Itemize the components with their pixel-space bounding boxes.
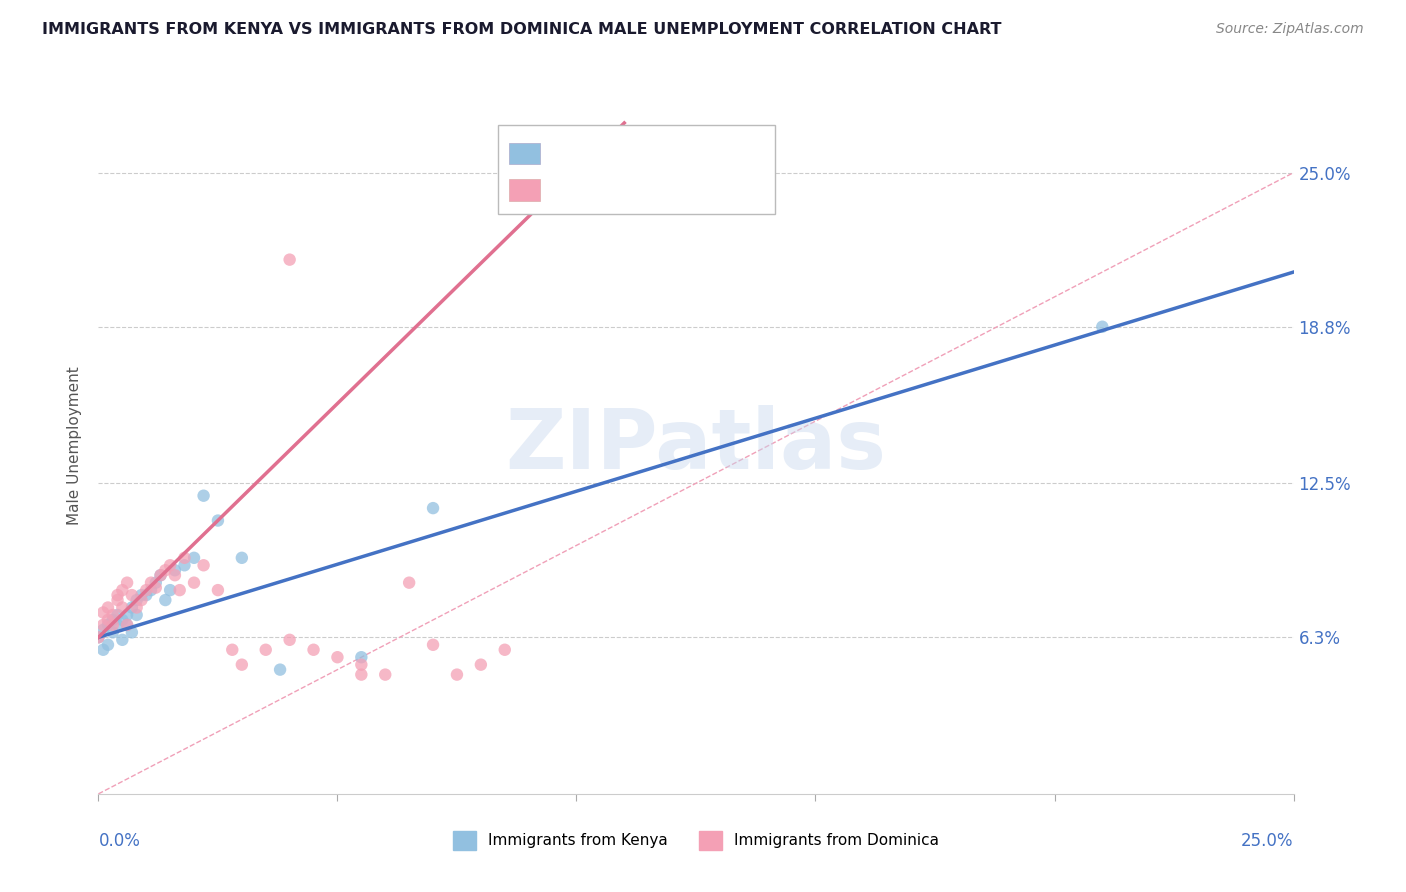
Point [125,593,148,607]
Point [149,568,172,582]
Point [350,650,373,665]
Point [131,588,153,602]
Point [254,642,277,657]
Point [155,563,177,577]
Point [107,607,129,622]
Point [101,618,124,632]
Point [111,613,134,627]
Text: R =: R = [546,180,582,198]
Point [350,657,373,672]
Point [101,607,124,622]
Point [125,607,148,622]
Point [121,600,143,615]
Point [350,667,373,681]
Point [115,607,138,622]
Point [107,618,129,632]
Point [139,575,162,590]
Point [398,575,420,590]
Point [494,642,516,657]
Point [101,625,124,640]
Point [91,642,114,657]
Point [173,558,195,573]
Point [207,514,229,528]
Point [183,550,205,565]
Text: Source: ZipAtlas.com: Source: ZipAtlas.com [1216,22,1364,37]
Point [422,501,444,516]
Point [269,663,291,677]
Point [121,588,143,602]
Point [193,558,215,573]
Text: 0.500: 0.500 [585,180,633,198]
Text: 43: 43 [693,180,714,198]
Point [422,638,444,652]
Point [91,623,114,637]
Point [135,583,157,598]
Text: 0.0%: 0.0% [98,832,141,850]
Point [159,558,181,573]
Point [101,613,124,627]
Point [145,575,167,590]
Point [97,600,120,615]
Point [221,642,243,657]
Point [97,618,120,632]
Point [115,618,138,632]
Text: ZIPatlas: ZIPatlas [506,406,886,486]
Point [446,667,468,681]
Point [163,568,186,582]
Point [231,550,253,565]
Point [169,583,191,598]
Text: R =: R = [546,144,582,161]
Point [159,583,181,598]
Point [173,550,195,565]
Y-axis label: Male Unemployment: Male Unemployment [67,367,83,525]
Point [97,613,120,627]
Point [111,583,134,598]
Point [278,252,301,267]
Text: N =: N = [644,144,692,161]
Point [135,588,157,602]
Text: 0.696: 0.696 [585,144,633,161]
Point [1091,319,1114,334]
Point [97,638,120,652]
Point [111,600,134,615]
Point [115,618,138,632]
Point [149,568,172,582]
Point [91,606,114,620]
Point [470,657,492,672]
Point [87,630,110,644]
Point [131,593,153,607]
Point [107,593,129,607]
Text: 34: 34 [693,144,714,161]
Point [125,600,148,615]
Point [278,632,301,647]
Point [193,489,215,503]
Point [91,618,114,632]
Point [115,575,138,590]
Point [163,563,186,577]
Text: IMMIGRANTS FROM KENYA VS IMMIGRANTS FROM DOMINICA MALE UNEMPLOYMENT CORRELATION : IMMIGRANTS FROM KENYA VS IMMIGRANTS FROM… [42,22,1001,37]
Point [374,667,396,681]
Point [183,575,205,590]
Point [87,630,110,644]
Legend: Immigrants from Kenya, Immigrants from Dominica: Immigrants from Kenya, Immigrants from D… [447,825,945,855]
Point [207,583,229,598]
Point [121,625,143,640]
Point [107,588,129,602]
Point [155,593,177,607]
Text: 25.0%: 25.0% [1241,832,1294,850]
Point [231,657,253,672]
Text: N =: N = [644,180,692,198]
Point [326,650,349,665]
Point [145,581,167,595]
Point [302,642,325,657]
Point [111,632,134,647]
Point [139,583,162,598]
